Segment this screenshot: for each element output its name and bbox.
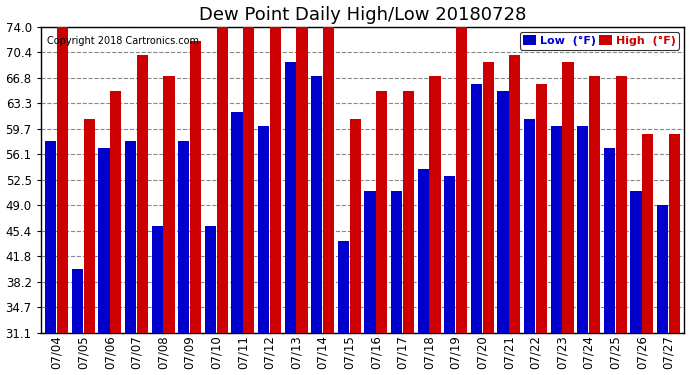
Bar	[83, 119, 95, 375]
Bar	[364, 191, 375, 375]
Bar	[125, 141, 136, 375]
Bar	[589, 76, 600, 375]
Bar	[497, 91, 509, 375]
Bar	[258, 126, 269, 375]
Bar	[285, 62, 296, 375]
Bar	[578, 126, 589, 375]
Bar	[631, 191, 642, 375]
Bar	[296, 27, 308, 375]
Bar	[535, 84, 547, 375]
Bar	[99, 148, 110, 375]
Bar	[57, 27, 68, 375]
Bar	[205, 226, 216, 375]
Bar	[178, 141, 190, 375]
Bar	[551, 126, 562, 375]
Bar	[429, 76, 440, 375]
Bar	[417, 169, 428, 375]
Bar	[338, 241, 349, 375]
Bar	[615, 76, 627, 375]
Bar	[456, 27, 467, 375]
Bar	[657, 205, 668, 375]
Bar	[217, 27, 228, 375]
Bar	[46, 141, 57, 375]
Bar	[471, 84, 482, 375]
Bar	[482, 62, 494, 375]
Bar	[270, 27, 281, 375]
Bar	[376, 91, 387, 375]
Bar	[444, 176, 455, 375]
Bar	[231, 112, 243, 375]
Bar	[152, 226, 163, 375]
Bar	[562, 62, 573, 375]
Bar	[391, 191, 402, 375]
Bar	[243, 27, 255, 375]
Legend: Low  (°F), High  (°F): Low (°F), High (°F)	[520, 32, 679, 50]
Bar	[323, 27, 334, 375]
Bar	[164, 76, 175, 375]
Bar	[311, 76, 322, 375]
Bar	[350, 119, 361, 375]
Bar	[137, 55, 148, 375]
Text: Copyright 2018 Cartronics.com: Copyright 2018 Cartronics.com	[47, 36, 199, 46]
Bar	[509, 55, 520, 375]
Title: Dew Point Daily High/Low 20180728: Dew Point Daily High/Low 20180728	[199, 6, 526, 24]
Bar	[72, 269, 83, 375]
Bar	[642, 134, 653, 375]
Bar	[190, 41, 201, 375]
Bar	[524, 119, 535, 375]
Bar	[403, 91, 414, 375]
Bar	[110, 91, 121, 375]
Bar	[669, 134, 680, 375]
Bar	[604, 148, 615, 375]
